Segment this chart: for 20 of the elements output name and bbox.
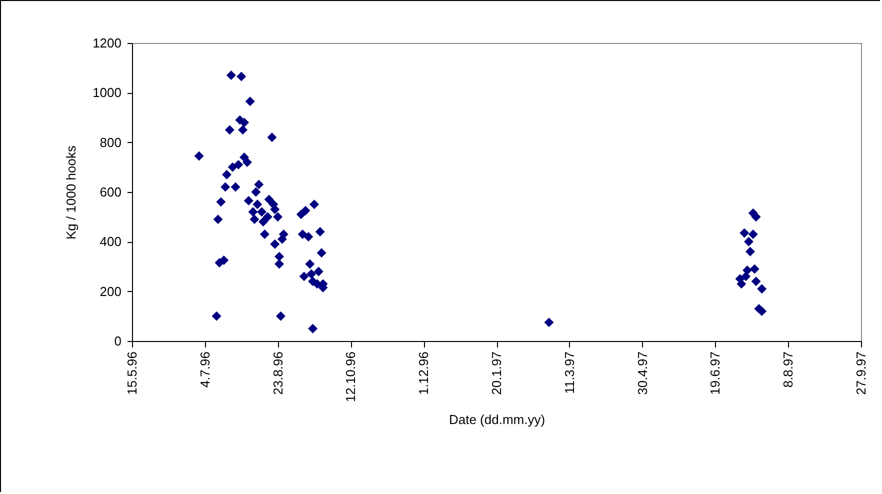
y-tick-label: 800 xyxy=(100,134,122,150)
x-tick-label: 30.4.97 xyxy=(634,352,650,395)
x-tick-label: 23.8.96 xyxy=(270,352,286,395)
x-tick-label: 27.9.97 xyxy=(854,352,868,395)
y-tick-label: 400 xyxy=(100,234,122,250)
y-tick-label: 200 xyxy=(100,284,122,299)
x-axis-title: Date (dd.mm.yy) xyxy=(448,412,546,428)
x-tick-label: 11.3.97 xyxy=(562,352,577,394)
x-tick-label: 15.5.96 xyxy=(124,352,140,395)
x-tick-label: 20.1.97 xyxy=(489,352,504,395)
x-tick-label: 1.12.96 xyxy=(416,352,432,395)
y-tick-label: 1000 xyxy=(92,85,122,100)
x-tick-label: 8.8.97 xyxy=(780,352,796,388)
y-tick-label: 1200 xyxy=(92,36,122,50)
y-axis-title: Kg / 1000 hooks xyxy=(64,145,79,240)
y-tick-label: 600 xyxy=(100,184,122,200)
x-tick-label: 12.10.96 xyxy=(343,352,358,402)
y-tick-label: 0 xyxy=(114,334,122,348)
x-tick-label: 19.6.97 xyxy=(708,352,723,395)
x-tick-label: 4.7.96 xyxy=(197,352,212,388)
